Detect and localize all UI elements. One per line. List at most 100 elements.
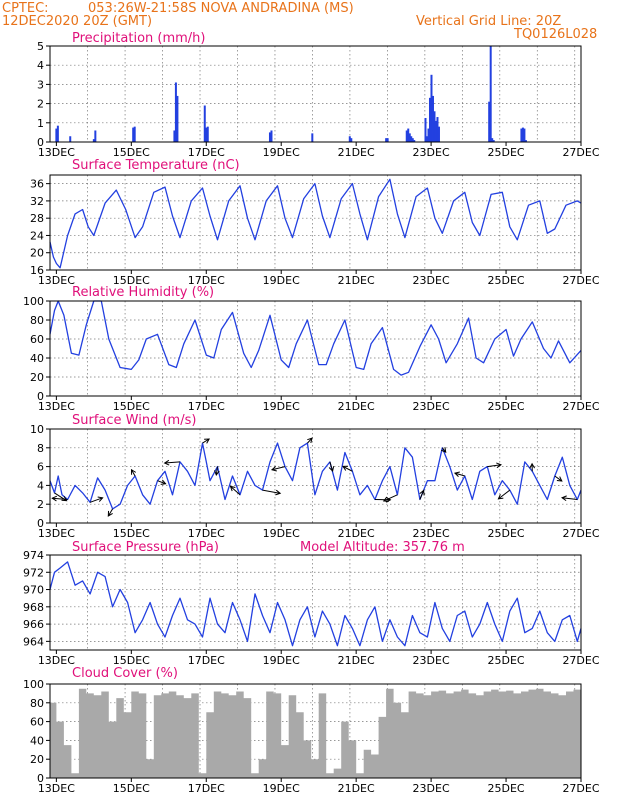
wind-arrow-head bbox=[382, 496, 389, 502]
plot-frame bbox=[49, 428, 582, 524]
wind-arrow-head bbox=[107, 510, 113, 517]
precip-bar bbox=[430, 74, 433, 142]
wind-arrow bbox=[157, 479, 167, 485]
panel-title: Cloud Cover (%) bbox=[72, 666, 178, 681]
x-tick-label: 23DEC bbox=[413, 782, 450, 795]
wind-arrow-shaft bbox=[561, 497, 578, 500]
y-tick-label: 60 bbox=[30, 716, 44, 729]
precip-bar bbox=[428, 97, 431, 142]
wind-arrow bbox=[497, 489, 511, 500]
wind-arrow bbox=[440, 447, 447, 453]
x-tick-label: 13DEC bbox=[38, 527, 75, 540]
x-tick-label: 19DEC bbox=[263, 146, 300, 159]
wind-arrow-shaft bbox=[487, 464, 502, 468]
precip-bar bbox=[174, 82, 177, 142]
y-tick-label: 972 bbox=[23, 566, 44, 579]
x-tick-label: 13DEC bbox=[38, 274, 75, 287]
y-tick-label: 24 bbox=[30, 229, 44, 242]
precip-bar bbox=[94, 130, 97, 142]
plot-frame bbox=[49, 300, 582, 397]
x-tick-label: 25DEC bbox=[487, 527, 524, 540]
precip-bar bbox=[176, 95, 179, 142]
precip-bar bbox=[268, 132, 271, 142]
wind-arrow-head bbox=[529, 462, 536, 469]
pressure-series-line bbox=[49, 561, 582, 647]
x-tick-label: 17DEC bbox=[188, 146, 225, 159]
precip-bar bbox=[386, 138, 389, 142]
y-tick-label: 100 bbox=[23, 295, 44, 308]
wind-arrow-shaft bbox=[52, 497, 68, 500]
precip-bar bbox=[350, 138, 353, 142]
wind-arrow bbox=[262, 489, 282, 496]
panel-title: Surface Wind (m/s) bbox=[72, 413, 196, 428]
wind-arrow bbox=[419, 489, 425, 500]
wind-arrow bbox=[107, 508, 114, 517]
x-tick-label: 15DEC bbox=[113, 274, 150, 287]
x-tick-label: 13DEC bbox=[38, 654, 75, 667]
y-tick-label: 100 bbox=[23, 678, 44, 691]
panel-title: Surface Pressure (hPa) bbox=[72, 540, 219, 555]
wind-arrow-head bbox=[556, 476, 563, 482]
precip-bar bbox=[69, 136, 72, 142]
wind-arrow-shaft bbox=[262, 489, 281, 494]
precip-bar bbox=[55, 128, 58, 142]
wind-arrow-head bbox=[163, 459, 170, 466]
y-tick-label: 0 bbox=[37, 772, 44, 785]
x-tick-label: 15DEC bbox=[113, 782, 150, 795]
y-tick-label: 60 bbox=[30, 333, 44, 346]
panels: 0 1 2 3 4 5 13DEC 15DEC 17DEC 19DEC 21DEC 23DEC 25DE… bbox=[23, 31, 600, 795]
x-tick-label: 17DEC bbox=[188, 782, 225, 795]
x-tick-label: 19DEC bbox=[263, 274, 300, 287]
wind-arrow bbox=[202, 438, 211, 444]
x-tick-label: 23DEC bbox=[413, 527, 450, 540]
x-tick-label: 23DEC bbox=[413, 274, 450, 287]
x-tick-label: 19DEC bbox=[263, 654, 300, 667]
x-tick-label: 25DEC bbox=[487, 654, 524, 667]
y-tick-label: 20 bbox=[30, 371, 44, 384]
x-tick-label: 17DEC bbox=[188, 654, 225, 667]
wind-arrow-head bbox=[453, 471, 460, 477]
wind-arrow-head bbox=[61, 496, 68, 502]
wind-arrow bbox=[307, 437, 313, 444]
y-tick-label: 974 bbox=[23, 549, 44, 562]
y-tick-label: 2 bbox=[37, 98, 44, 111]
header-location: 053:26W-21:58S NOVA ANDRADINA (MS) bbox=[88, 1, 354, 16]
wind-arrow-head bbox=[270, 466, 277, 472]
wind-arrow-head bbox=[204, 438, 211, 444]
wind-arrow-shaft bbox=[307, 437, 313, 444]
precip-bar bbox=[437, 126, 440, 142]
wind-arrow-shaft bbox=[271, 466, 286, 471]
header: CPTEC: 053:26W-21:58S NOVA ANDRADINA (MS… bbox=[2, 1, 597, 42]
y-tick-label: 0 bbox=[37, 517, 44, 530]
wind-arrow bbox=[163, 459, 181, 466]
y-tick-label: 0 bbox=[37, 136, 44, 149]
wind-arrow-shaft bbox=[554, 475, 563, 482]
y-tick-label: 5 bbox=[37, 40, 44, 53]
plot-frame bbox=[49, 683, 582, 779]
x-tick-label: 15DEC bbox=[113, 400, 150, 413]
precip-bar bbox=[436, 117, 439, 142]
x-tick-label: 21DEC bbox=[338, 527, 375, 540]
wind-arrow-head bbox=[497, 494, 504, 500]
precip-bar bbox=[520, 128, 523, 142]
wind-arrow-head bbox=[214, 470, 220, 477]
x-tick-label: 27DEC bbox=[562, 274, 599, 287]
panel-wind: 0 2 4 6 8 10 13DEC 15DEC 17DEC 19DEC 21DEC 23DEC 25D… bbox=[30, 413, 600, 540]
precip-bar bbox=[206, 126, 209, 142]
wind-arrow bbox=[453, 471, 465, 477]
x-tick-label: 23DEC bbox=[413, 146, 450, 159]
precip-bar bbox=[407, 128, 410, 142]
wind-arrow-head bbox=[130, 468, 137, 475]
wind-arrow-shaft bbox=[419, 490, 425, 500]
wind-arrow-shaft bbox=[202, 438, 210, 444]
x-tick-label: 25DEC bbox=[487, 400, 524, 413]
precip-bar bbox=[348, 136, 351, 142]
x-tick-label: 25DEC bbox=[487, 274, 524, 287]
wind-arrow bbox=[554, 475, 563, 482]
wind-arrow-head bbox=[97, 496, 104, 502]
wind-arrow-shaft bbox=[383, 494, 398, 502]
x-tick-label: 13DEC bbox=[38, 400, 75, 413]
x-tick-label: 23DEC bbox=[413, 400, 450, 413]
plot-frame bbox=[49, 45, 582, 143]
precip-bar bbox=[56, 125, 59, 142]
